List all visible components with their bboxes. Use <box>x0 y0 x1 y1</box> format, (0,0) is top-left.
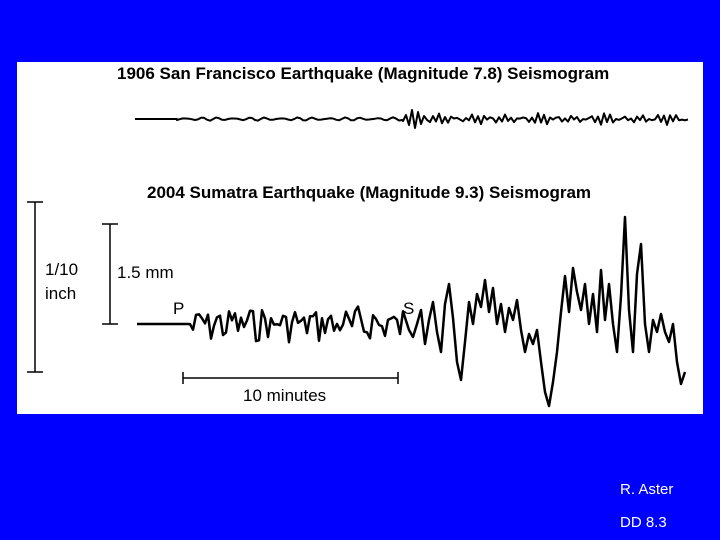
scale-bar-inch <box>27 201 43 373</box>
credit-text: R. Aster <box>620 481 674 498</box>
p-wave-label: P <box>173 299 184 318</box>
scale-label-unit: inch <box>45 284 76 303</box>
slide-id-text: DD 8.3 <box>620 514 667 531</box>
scale-bar-mm <box>102 223 118 325</box>
seismogram-figure: 1906 San Francisco Earthquake (Magnitude… <box>27 64 689 408</box>
time-scale-bar <box>182 372 399 384</box>
s-wave-label: S <box>403 299 414 318</box>
figure-panel: 1906 San Francisco Earthquake (Magnitude… <box>17 62 703 414</box>
time-scale-label: 10 minutes <box>243 386 326 405</box>
scale-label-fraction: 1/10 <box>45 260 78 279</box>
sf-seismogram-trace <box>135 109 689 129</box>
sf-seismogram-title: 1906 San Francisco Earthquake (Magnitude… <box>117 64 609 83</box>
sumatra-seismogram-trace <box>137 215 687 408</box>
sumatra-seismogram-title: 2004 Sumatra Earthquake (Magnitude 9.3) … <box>147 183 591 202</box>
scale-label-mm: 1.5 mm <box>117 263 174 282</box>
